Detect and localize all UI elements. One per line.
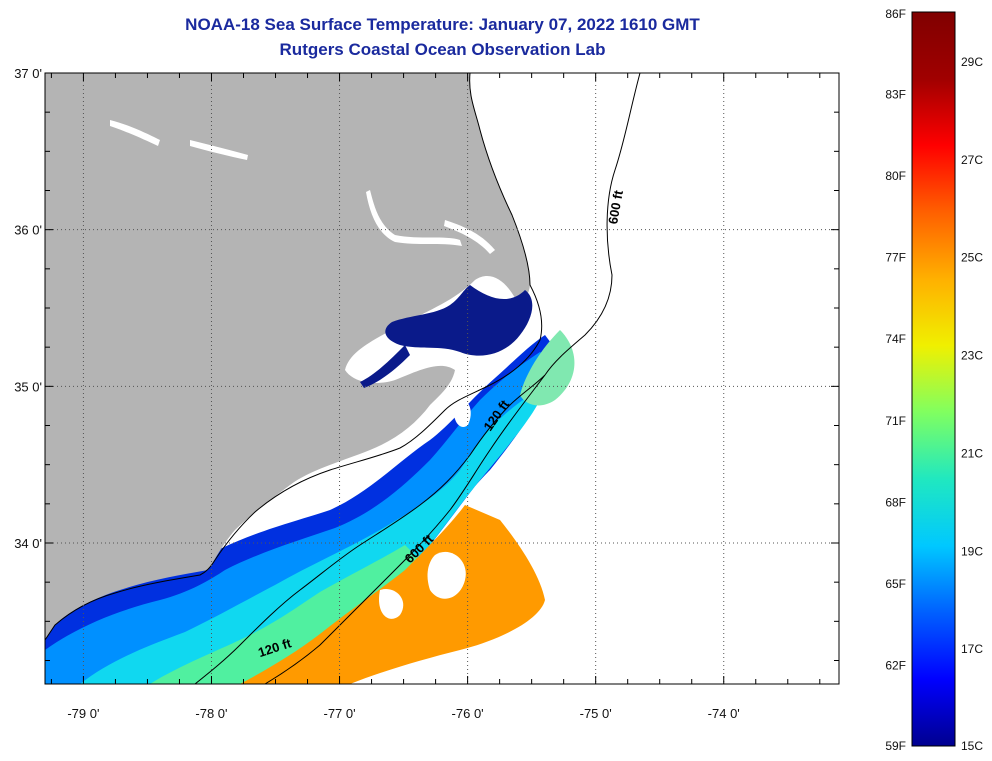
isobath-label: 600 ft [605,189,626,226]
land-mass [45,73,530,640]
cloud-mask [379,399,471,619]
map-subtitle: Rutgers Coastal Ocean Observation Lab [279,40,606,59]
map-title: NOAA-18 Sea Surface Temperature: January… [185,15,700,34]
colorbar-f-label: 62F [885,658,906,672]
lat-tick-labels: 37 0' 36 0' 35 0' 34 0' [14,66,42,551]
colorbar-c-label: 29C [961,55,983,69]
lon-tick-label: -76 0' [452,706,484,721]
lon-tick-labels: -79 0' -78 0' -77 0' -76 0' -75 0' -74 0' [67,706,739,721]
colorbar-f-label: 59F [885,739,906,753]
graticule [45,73,839,684]
lon-tick-label: -74 0' [708,706,740,721]
isobath-600-north [544,73,641,376]
isobaths [194,73,641,684]
colorbar-f-label: 71F [885,414,906,428]
colorbar-c-label: 19C [961,544,983,558]
lon-ticks [50,73,821,684]
colorbar [911,11,956,747]
lon-tick-label: -79 0' [67,706,99,721]
colorbar-c-label: 15C [961,739,983,753]
colorbar-f-labels: 86F 83F 80F 77F 74F 71F 68F 65F 62F 59F [885,7,906,753]
isobath-600-south [264,374,546,684]
colorbar-c-label: 21C [961,446,983,460]
colorbar-f-label: 68F [885,495,906,509]
colorbar-f-label: 83F [885,88,906,102]
colorbar-f-label: 80F [885,169,906,183]
colorbar-f-label: 86F [885,7,906,21]
lon-tick-label: -75 0' [580,706,612,721]
lat-tick-label: 36 0' [14,223,42,238]
sounds-and-rivers [110,120,533,388]
lon-tick-label: -78 0' [195,706,227,721]
colorbar-f-label: 65F [885,577,906,591]
isobath-120-outer [194,374,546,684]
colorbar-c-label: 23C [961,349,983,363]
lat-ticks [45,72,839,661]
colorbar-c-labels: 29C 27C 25C 23C 21C 19C 17C 15C [961,55,983,753]
colorbar-c-label: 27C [961,153,983,167]
map-frame [44,72,840,685]
colorbar-f-label: 77F [885,251,906,265]
coastline [45,73,543,641]
colorbar-c-label: 17C [961,642,983,656]
lat-tick-label: 37 0' [14,66,42,81]
colorbar-c-label: 25C [961,251,983,265]
lat-tick-label: 34 0' [14,536,42,551]
lat-tick-label: 35 0' [14,379,42,394]
lon-tick-label: -77 0' [323,706,355,721]
colorbar-f-label: 74F [885,332,906,346]
